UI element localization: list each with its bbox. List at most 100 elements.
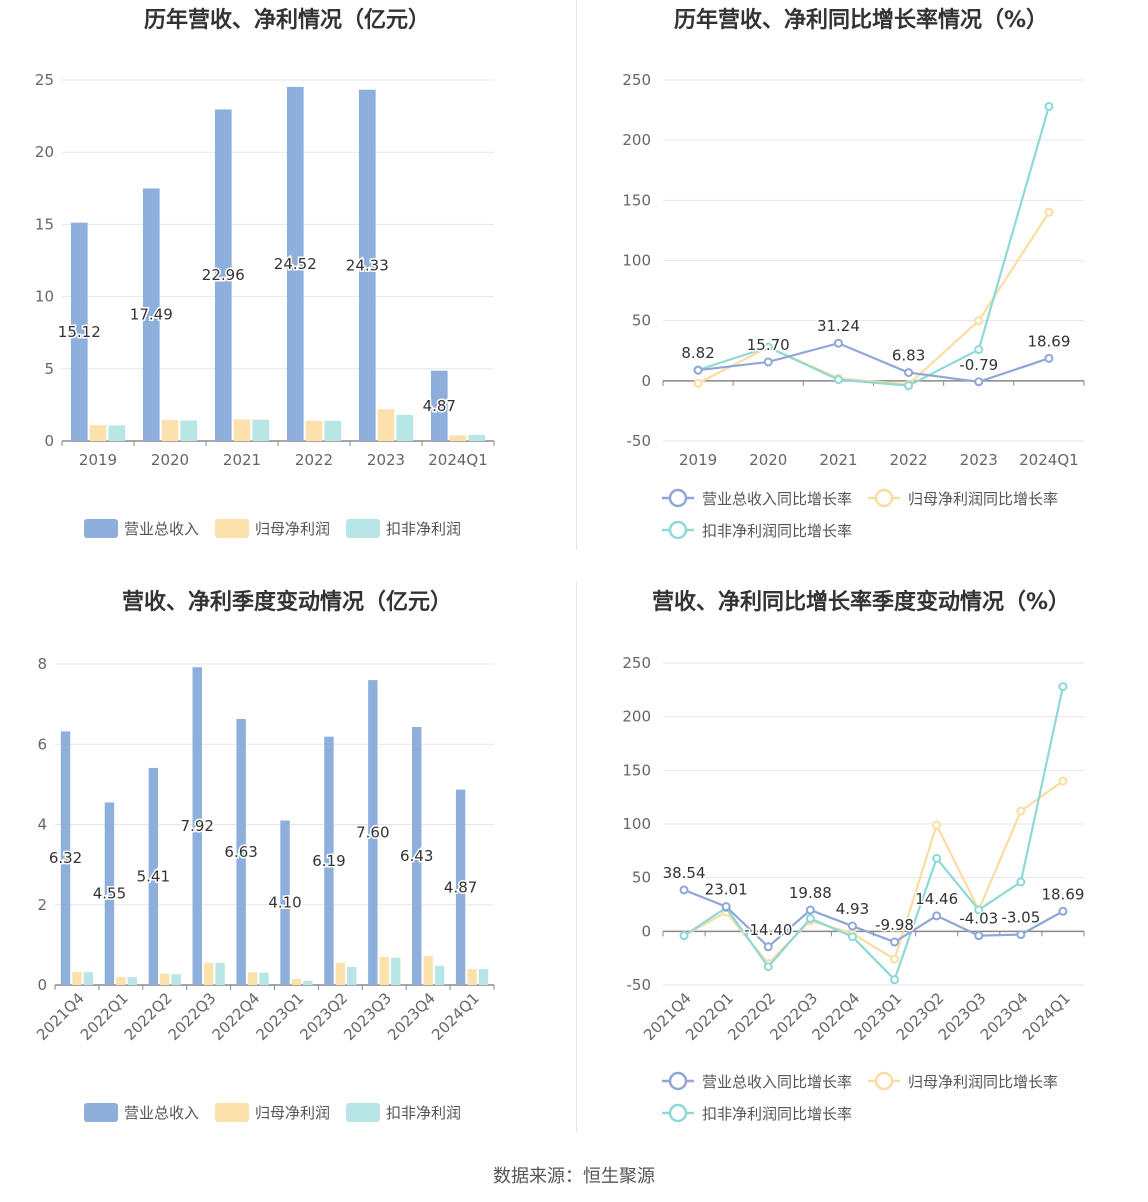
data-point (679, 931, 689, 941)
x-tick-label: 2022Q1 (77, 989, 132, 1044)
legend-label: 扣非净利润同比增长率 (702, 1105, 852, 1123)
x-tick-label: 2022Q4 (209, 989, 264, 1044)
x-tick-label: 2022 (295, 451, 333, 469)
legend-marker (668, 1071, 688, 1091)
bar (171, 974, 181, 985)
legend-label: 归母净利润 (255, 520, 330, 538)
bar-value-label: 6.63 (224, 843, 257, 861)
data-point (1016, 930, 1026, 940)
data-point (833, 338, 843, 348)
series-line (683, 686, 1065, 982)
y-tick-label: 10 (35, 288, 54, 306)
bar (379, 956, 389, 985)
bar (423, 956, 433, 985)
y-tick-label: 0 (44, 432, 54, 450)
chart-title: 营收、净利季度变动情况（亿元） (122, 589, 452, 615)
bar (142, 188, 160, 441)
legend-marker (874, 1071, 894, 1091)
bar (368, 680, 378, 985)
line-value-label: 15.70 (747, 336, 790, 354)
y-tick-label: 50 (632, 869, 651, 887)
legend-swatch (215, 1103, 249, 1122)
y-tick-label: 200 (622, 708, 651, 726)
data-point (833, 375, 843, 385)
y-tick-label: 25 (35, 71, 54, 89)
bar (116, 976, 126, 985)
y-tick-label: 150 (622, 761, 651, 779)
x-tick-label: 2021 (223, 451, 261, 469)
legend-label: 营业总收入同比增长率 (702, 490, 852, 508)
bar (108, 425, 126, 441)
x-tick-label: 2024Q1 (428, 989, 483, 1044)
bar (233, 419, 251, 441)
data-point (932, 820, 942, 830)
chart-title: 历年营收、净利情况（亿元） (144, 7, 430, 33)
y-tick-label: 200 (622, 131, 651, 149)
bar (434, 965, 445, 985)
data-point (974, 377, 984, 387)
x-tick-label: 2019 (79, 451, 117, 469)
data-point (679, 885, 689, 895)
line-value-label: -0.79 (959, 356, 998, 374)
data-point (693, 365, 703, 375)
bar (215, 962, 225, 985)
y-tick-label: 5 (44, 360, 54, 378)
data-point (890, 975, 900, 985)
legend-label: 扣非净利润 (386, 520, 461, 538)
data-point (763, 962, 773, 972)
line-value-label: 18.69 (1041, 885, 1084, 903)
bar (203, 962, 214, 985)
bar (347, 966, 357, 985)
bar-value-label: 6.43 (400, 847, 433, 865)
data-point (1044, 207, 1054, 217)
y-tick-label: 6 (37, 735, 47, 753)
legend-label: 营业总收入 (124, 1104, 199, 1122)
legend-label: 扣非净利润同比增长率 (702, 522, 852, 540)
series-line (697, 342, 1050, 383)
x-tick-label: 2023Q4 (384, 989, 439, 1044)
legend-label: 归母净利润同比增长率 (908, 1073, 1058, 1091)
data-point (974, 905, 984, 915)
legend-label: 扣非净利润 (386, 1104, 461, 1122)
legend-label: 营业总收入 (124, 520, 199, 538)
divider-top (576, 0, 577, 550)
data-point (1058, 682, 1068, 692)
x-tick-label: 2023 (960, 451, 998, 469)
bar (467, 968, 477, 985)
legend-label: 归母净利润同比增长率 (908, 490, 1058, 508)
line-value-label: 6.83 (892, 347, 925, 365)
data-point (932, 853, 942, 863)
annual-revenue-profit-panel: 历年营收、净利情况（亿元） 0 5 10 15 20 25 2019 2020 2021 2022 2… (0, 0, 574, 580)
bar (259, 972, 269, 985)
data-point (890, 937, 900, 947)
bar-value-label: 22.96 (202, 266, 245, 284)
data-point (1058, 906, 1068, 916)
bar (430, 370, 448, 441)
bar-value-label: 4.10 (268, 894, 301, 912)
chart-svg: 营收、净利季度变动情况（亿元）024682021Q42022Q12022Q220… (33, 589, 495, 1122)
data-point (763, 942, 773, 952)
x-tick-label: 2023 (367, 451, 405, 469)
bar (291, 978, 302, 985)
data-point (1016, 806, 1026, 816)
bar (468, 434, 486, 441)
data-point (890, 954, 900, 964)
bar (390, 957, 401, 985)
y-tick-label: 0 (37, 976, 47, 994)
line-value-label: 4.93 (836, 900, 869, 918)
y-tick-label: 0 (641, 922, 651, 940)
chart-svg: 历年营收、净利情况（亿元） 0 5 10 15 20 25 2019 2020 2021 2022 2… (35, 7, 495, 538)
bar-value-label: 5.41 (137, 867, 170, 885)
x-tick-label: 2019 (679, 451, 717, 469)
bar (161, 420, 179, 441)
line-value-label: 31.24 (817, 317, 860, 335)
bar (324, 420, 342, 441)
y-tick-label: 100 (622, 252, 651, 270)
bar (83, 972, 94, 985)
series-line (683, 888, 1064, 949)
bar (377, 409, 395, 441)
quarterly-revenue-profit-panel: 营收、净利季度变动情况（亿元） 0 2 4 6 8 2021Q4 2022Q1 2022Q2 20… (0, 582, 574, 1162)
data-point (805, 905, 815, 915)
legend-swatch (84, 1103, 118, 1122)
legend-swatch (215, 519, 249, 538)
